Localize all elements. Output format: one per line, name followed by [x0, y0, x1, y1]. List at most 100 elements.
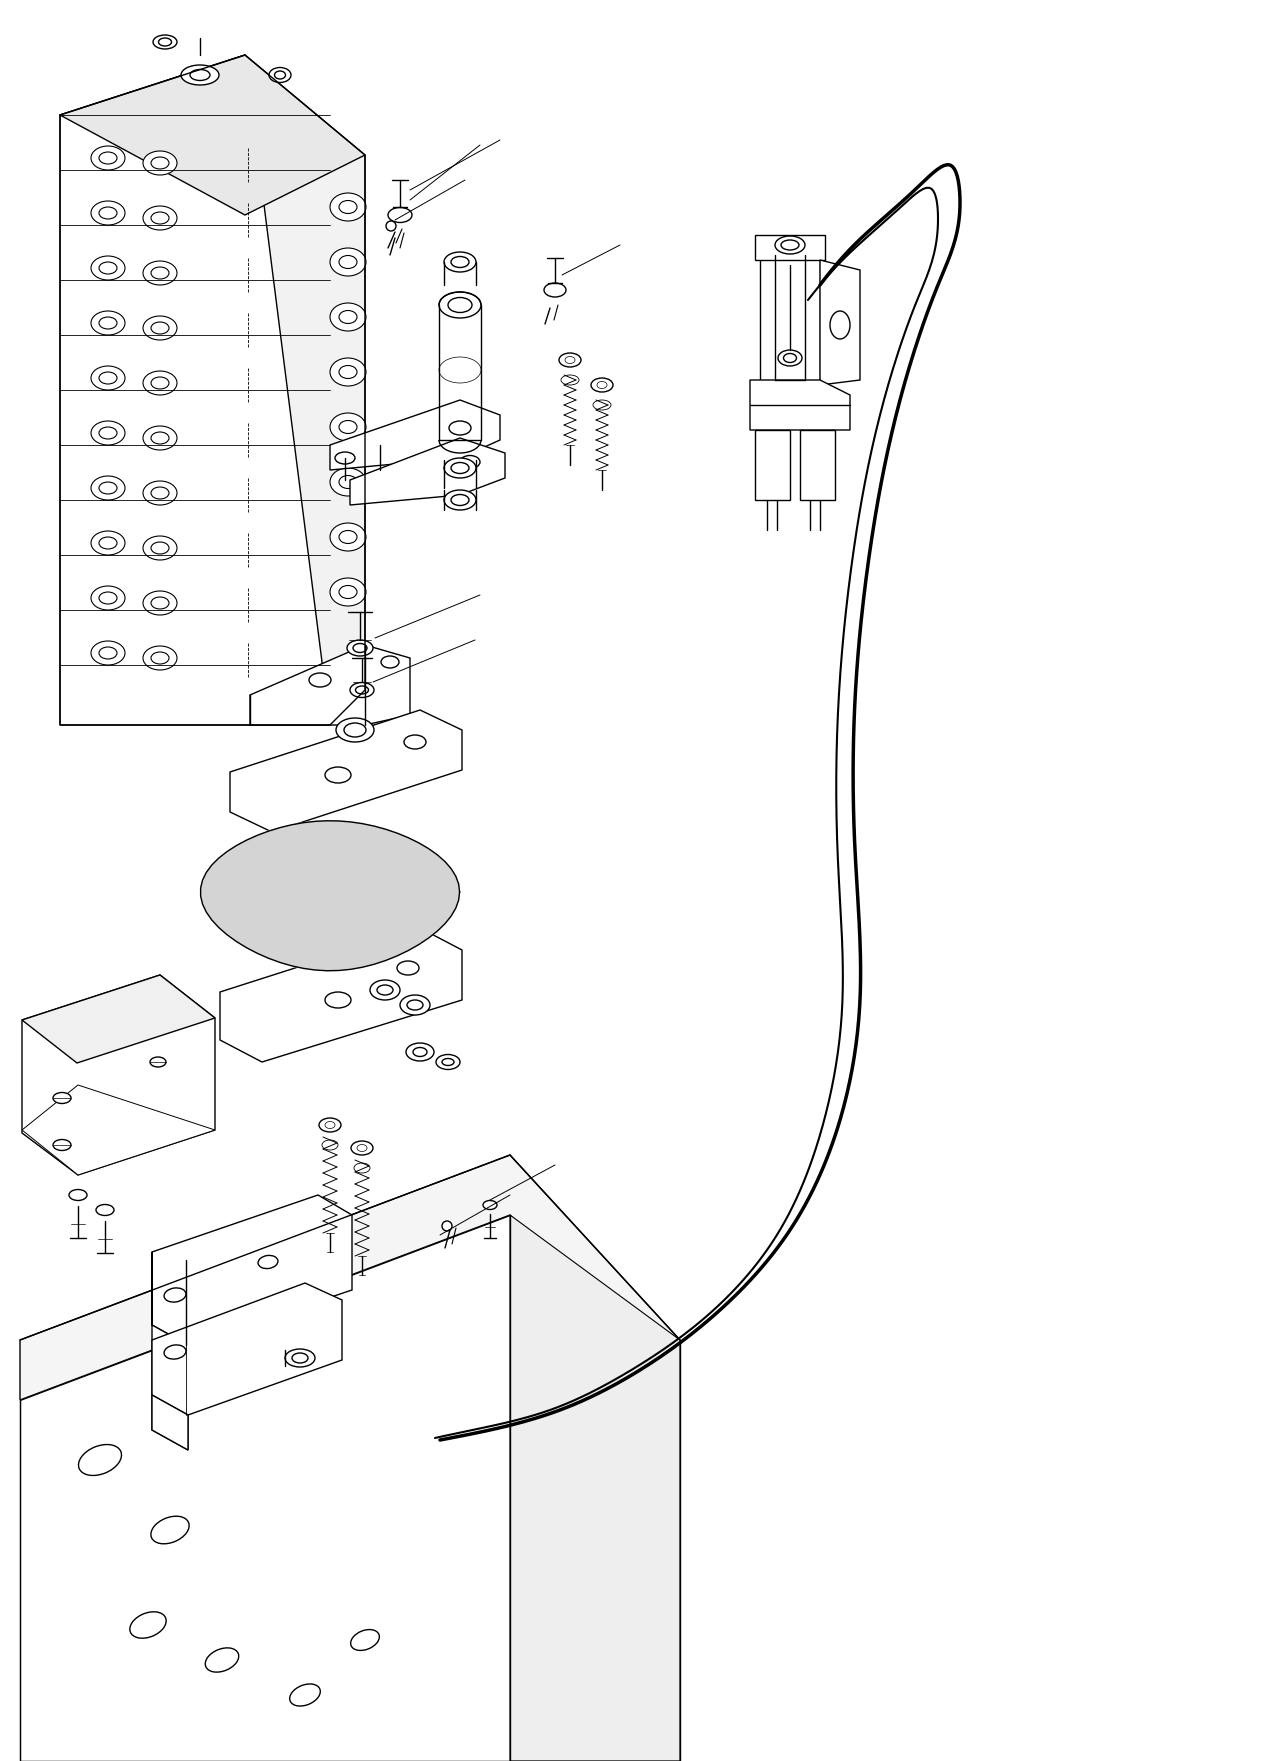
Ellipse shape — [452, 495, 469, 505]
Ellipse shape — [164, 1287, 186, 1301]
Ellipse shape — [142, 151, 177, 174]
Polygon shape — [151, 1284, 342, 1416]
Ellipse shape — [335, 453, 355, 463]
Ellipse shape — [322, 1139, 338, 1150]
Ellipse shape — [436, 1055, 460, 1069]
Ellipse shape — [340, 585, 357, 599]
Polygon shape — [151, 1196, 352, 1345]
Ellipse shape — [99, 372, 117, 384]
Ellipse shape — [150, 1057, 167, 1067]
Ellipse shape — [444, 458, 476, 477]
Polygon shape — [20, 1155, 681, 1400]
Ellipse shape — [406, 1043, 434, 1060]
Ellipse shape — [388, 208, 412, 222]
Polygon shape — [22, 976, 215, 1175]
Circle shape — [385, 220, 396, 231]
Ellipse shape — [151, 542, 169, 555]
Polygon shape — [151, 1395, 188, 1449]
Ellipse shape — [439, 292, 481, 319]
Ellipse shape — [329, 414, 366, 440]
Ellipse shape — [329, 468, 366, 497]
Ellipse shape — [205, 1648, 239, 1673]
Ellipse shape — [413, 1048, 427, 1057]
Ellipse shape — [142, 206, 177, 231]
Ellipse shape — [444, 490, 476, 511]
Ellipse shape — [452, 463, 469, 474]
Polygon shape — [22, 1085, 215, 1175]
Ellipse shape — [336, 718, 374, 741]
Ellipse shape — [92, 146, 125, 171]
Ellipse shape — [92, 366, 125, 389]
Ellipse shape — [142, 535, 177, 560]
Ellipse shape — [591, 379, 613, 393]
Ellipse shape — [544, 284, 566, 298]
Ellipse shape — [151, 377, 169, 389]
Ellipse shape — [565, 356, 575, 363]
Polygon shape — [220, 928, 462, 1062]
Ellipse shape — [142, 426, 177, 451]
Ellipse shape — [142, 481, 177, 505]
Ellipse shape — [452, 257, 469, 268]
Ellipse shape — [340, 421, 357, 433]
Polygon shape — [60, 55, 365, 215]
Ellipse shape — [293, 1352, 308, 1363]
Ellipse shape — [370, 981, 399, 1000]
Ellipse shape — [99, 317, 117, 329]
Ellipse shape — [460, 456, 480, 468]
Ellipse shape — [343, 724, 366, 738]
Ellipse shape — [319, 1118, 341, 1132]
Ellipse shape — [268, 903, 291, 917]
Ellipse shape — [95, 1205, 114, 1215]
Ellipse shape — [781, 239, 799, 250]
Ellipse shape — [69, 1189, 86, 1201]
Ellipse shape — [53, 1092, 71, 1104]
Ellipse shape — [151, 322, 169, 335]
Polygon shape — [60, 55, 329, 726]
Ellipse shape — [439, 357, 481, 382]
Polygon shape — [20, 1215, 510, 1761]
Ellipse shape — [340, 310, 357, 324]
Ellipse shape — [441, 1058, 454, 1065]
Ellipse shape — [354, 1162, 370, 1173]
Ellipse shape — [340, 201, 357, 213]
Polygon shape — [750, 380, 850, 430]
Ellipse shape — [340, 255, 357, 268]
Polygon shape — [510, 1215, 681, 1761]
Ellipse shape — [268, 67, 291, 83]
Ellipse shape — [329, 248, 366, 276]
Ellipse shape — [397, 962, 418, 976]
Polygon shape — [756, 234, 826, 261]
Polygon shape — [820, 261, 860, 386]
Ellipse shape — [164, 1345, 186, 1359]
Ellipse shape — [326, 768, 351, 784]
Ellipse shape — [784, 354, 796, 363]
Ellipse shape — [309, 673, 331, 687]
Circle shape — [441, 1220, 452, 1231]
Ellipse shape — [329, 194, 366, 220]
Ellipse shape — [92, 475, 125, 500]
Ellipse shape — [359, 863, 382, 877]
Polygon shape — [230, 710, 462, 831]
Ellipse shape — [99, 537, 117, 549]
Ellipse shape — [404, 734, 426, 748]
Polygon shape — [329, 400, 500, 470]
Ellipse shape — [382, 657, 399, 667]
Ellipse shape — [561, 375, 579, 386]
Ellipse shape — [258, 1256, 279, 1268]
Polygon shape — [800, 430, 834, 500]
Ellipse shape — [142, 646, 177, 669]
Ellipse shape — [597, 382, 607, 389]
Ellipse shape — [329, 523, 366, 551]
Ellipse shape — [99, 646, 117, 659]
Ellipse shape — [775, 236, 805, 254]
Ellipse shape — [347, 639, 373, 657]
Ellipse shape — [92, 255, 125, 280]
Ellipse shape — [355, 687, 369, 694]
Ellipse shape — [99, 208, 117, 218]
Ellipse shape — [275, 70, 285, 79]
Ellipse shape — [92, 586, 125, 609]
Ellipse shape — [151, 211, 169, 224]
Ellipse shape — [340, 530, 357, 544]
Ellipse shape — [407, 1000, 424, 1011]
Ellipse shape — [329, 578, 366, 606]
